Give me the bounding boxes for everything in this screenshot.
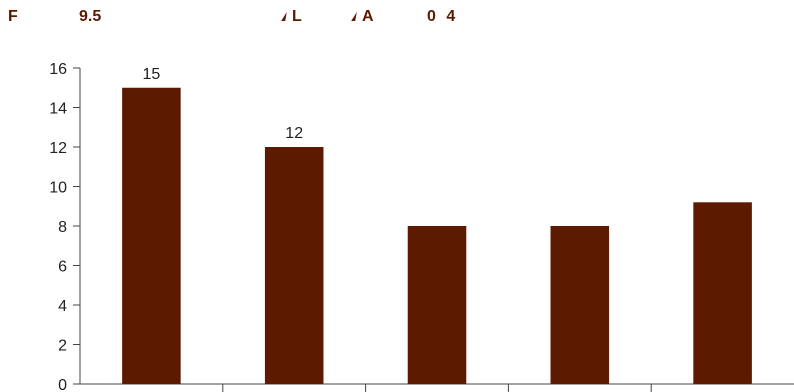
y-tick-label: 16 [49, 61, 67, 78]
bar [122, 87, 181, 384]
y-tick-label: 2 [58, 338, 67, 355]
header-value-label: 9.5 [79, 8, 102, 25]
bar [693, 202, 752, 384]
y-tick-label: 8 [58, 219, 67, 236]
y-tick-label: 4 [58, 298, 67, 315]
bar-value-label: 12 [285, 125, 303, 142]
y-tick-label: 12 [49, 140, 67, 157]
bar [407, 226, 467, 384]
header-a-label: A [362, 8, 374, 25]
header-l-group: L [281, 8, 302, 26]
x-axis [80, 383, 794, 392]
bar [264, 147, 324, 384]
header-right-label: 0 4 [427, 8, 456, 25]
bar [550, 226, 610, 384]
bar-value-label: 15 [143, 66, 161, 83]
y-tick-label: 0 [58, 377, 67, 392]
chart-header: F 9.5 L A 0 4 [0, 8, 794, 36]
header-l-label: L [292, 8, 302, 25]
bars-group [122, 87, 752, 384]
y-axis: 0 2 4 6 8 10 12 14 16 [49, 61, 81, 392]
header-f-label: F [8, 8, 18, 25]
header-a-group: A [351, 8, 374, 26]
y-tick-label: 6 [58, 259, 67, 276]
y-tick-label: 10 [49, 180, 67, 197]
y-tick-label: 14 [49, 101, 67, 118]
